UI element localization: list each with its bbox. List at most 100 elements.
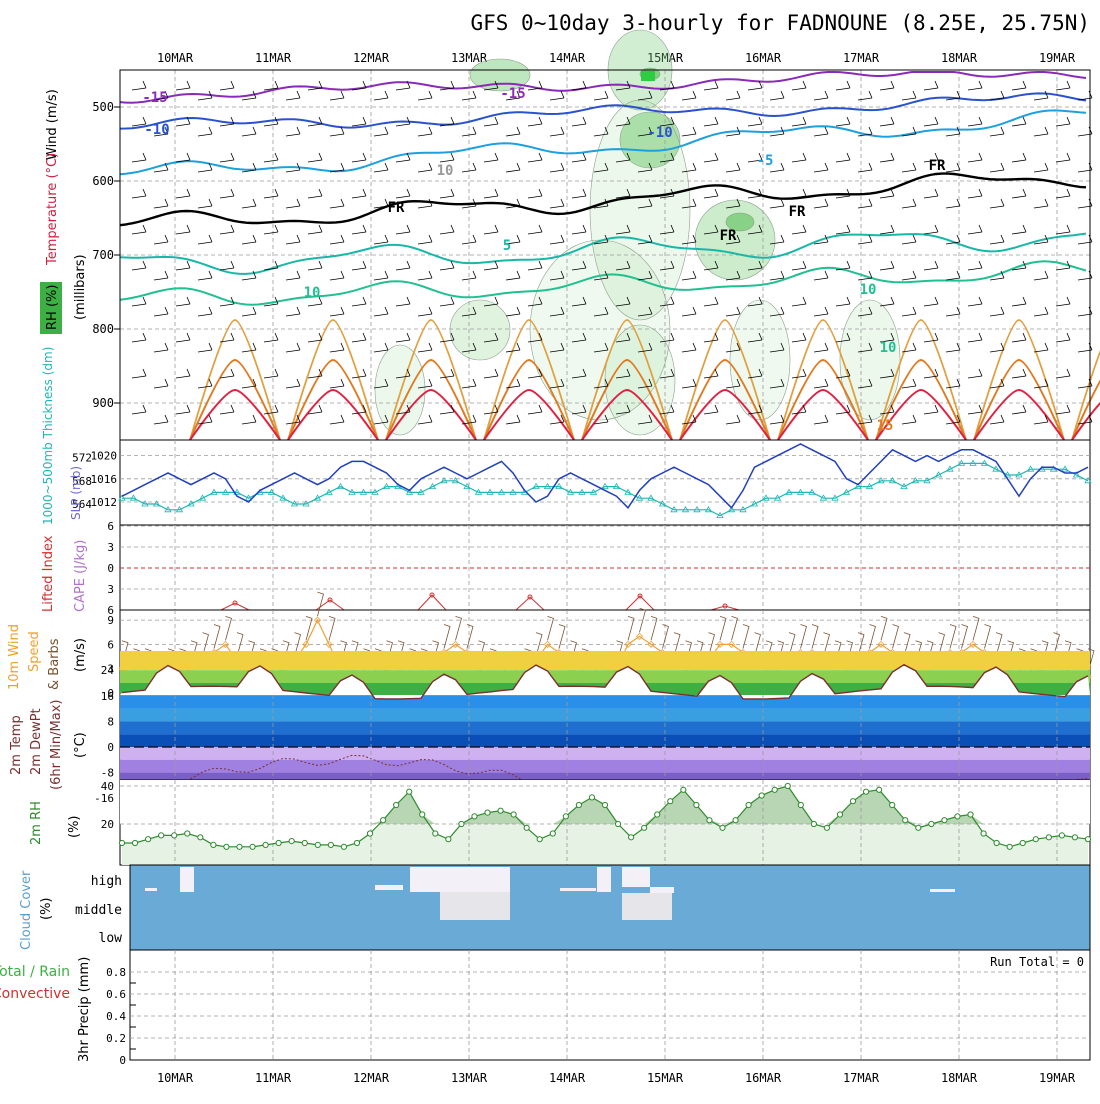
wind-barb <box>879 152 895 163</box>
thickness-point <box>382 482 391 489</box>
contour-label: FR <box>929 158 946 174</box>
upper-pressure-label: (millibars) <box>73 254 88 320</box>
wind-barb <box>835 368 851 379</box>
thickness-point <box>612 482 621 489</box>
wind-barb <box>857 414 873 425</box>
wind-barb <box>1055 332 1071 343</box>
wind-barb <box>1033 342 1049 353</box>
temp-band <box>120 695 1090 709</box>
wind-barb <box>945 306 961 317</box>
rh2m-point <box>210 841 217 849</box>
wind-barb <box>307 80 323 91</box>
wind-barb <box>791 152 807 163</box>
wind-barb <box>747 404 763 415</box>
rh2m-point <box>980 830 987 837</box>
wind-barb <box>813 234 829 245</box>
wind-barb <box>615 152 631 163</box>
wind10-barbs <box>121 591 1095 682</box>
wind-barb <box>879 188 895 199</box>
thickness-point <box>946 465 954 472</box>
wind-barb <box>461 378 477 389</box>
wind-barb <box>593 234 609 245</box>
wind-barb <box>879 260 895 271</box>
wind-barb <box>307 188 323 199</box>
wind-barb <box>527 296 543 307</box>
wind-barb <box>263 152 279 163</box>
wind-barb <box>417 126 433 137</box>
wind-barb <box>901 198 917 209</box>
wind-barb <box>879 404 895 415</box>
cape-panel: 6 3 0 3 6 <box>107 520 1091 617</box>
rh-max-cell <box>641 71 655 81</box>
wind-barb <box>769 306 785 317</box>
wind10-speed-point <box>543 640 552 648</box>
wind-barb <box>131 116 147 127</box>
wind-barb <box>901 270 917 281</box>
rh2m-point <box>301 839 308 847</box>
wind10-barb <box>213 624 221 649</box>
rh2m-point <box>223 843 230 850</box>
thickness-point <box>244 494 253 501</box>
temp-band <box>120 670 1090 683</box>
wind-barb <box>791 296 807 307</box>
wind-barb <box>901 90 917 101</box>
li-tick-label: 6 <box>107 604 114 617</box>
rh2m-point <box>954 813 961 820</box>
wind-barb <box>813 162 829 173</box>
temp-band <box>120 708 1090 722</box>
wind-barb <box>395 116 411 127</box>
wind-barb <box>285 414 301 425</box>
wind-barb <box>461 306 477 317</box>
wind-barb <box>153 234 169 245</box>
wind-barb <box>351 260 367 271</box>
thickness-point <box>348 488 356 495</box>
thickness-point <box>739 506 747 513</box>
cloud-block <box>375 885 403 890</box>
top-date-axis: 10MAR 11MAR 12MAR 13MAR 14MAR 15MAR 16MAR 17MAR… <box>157 51 1076 65</box>
wind10-barb <box>995 632 1003 657</box>
wind-barb <box>175 224 191 235</box>
wind-barb <box>571 404 587 415</box>
rh2m-point <box>327 841 334 849</box>
wind-barb <box>703 260 719 271</box>
wind10-speed-point <box>451 640 460 648</box>
rh2m-point <box>876 786 883 793</box>
wind-barb <box>329 378 345 389</box>
lifted-index-label: Lifted Index <box>41 535 56 612</box>
wind-barb <box>989 234 1005 245</box>
rh2m-point <box>745 801 752 809</box>
wind-barb <box>571 368 587 379</box>
wind10-barb <box>742 624 750 649</box>
wind-barb <box>527 152 543 163</box>
wind-barb <box>285 126 301 137</box>
precip-unit-label: 3hr Precip (mm) <box>77 957 92 1062</box>
precip-tick-label: 0 <box>119 1054 126 1067</box>
thickness-point <box>359 488 368 495</box>
wind-barb <box>571 224 587 235</box>
wind-barb <box>439 224 455 235</box>
rh2m-point <box>784 782 791 790</box>
wind-barb <box>703 332 719 343</box>
wind-barb <box>241 342 257 353</box>
wind-barb <box>351 224 367 235</box>
dewpt-band <box>120 747 1090 760</box>
wind10-barb <box>938 632 945 657</box>
contour-label: -10 <box>647 125 672 141</box>
wind-barb <box>725 198 741 209</box>
thickness-point <box>727 506 736 513</box>
wind-barb <box>615 296 631 307</box>
wind-barb <box>241 198 257 209</box>
rh2m-point <box>249 843 256 850</box>
temperature-contour <box>119 260 1087 306</box>
cloud-panel: high middle low <box>75 864 1091 951</box>
wind-barb <box>967 188 983 199</box>
wind-barb <box>263 260 279 271</box>
wind-barb <box>747 116 763 127</box>
wind-barb <box>747 260 763 271</box>
wind-barb <box>769 126 785 137</box>
rh2m-axis: 40 20 <box>101 780 114 831</box>
precip-tick-label: 0.2 <box>106 1032 126 1045</box>
li-tick-label: 0 <box>107 562 114 575</box>
wind-barb <box>1055 188 1071 199</box>
thickness-line <box>122 462 1089 517</box>
